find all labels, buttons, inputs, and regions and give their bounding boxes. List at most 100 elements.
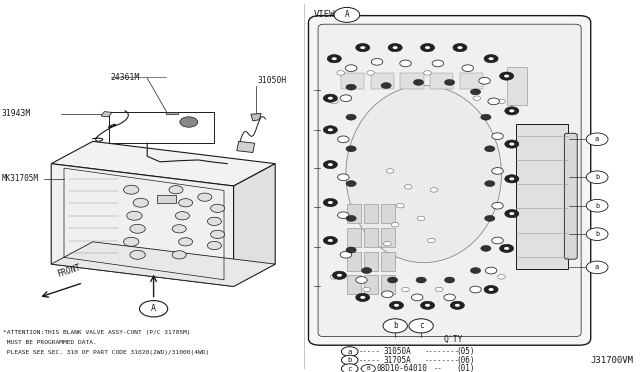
Text: B: B (367, 366, 370, 371)
Circle shape (130, 250, 145, 259)
Polygon shape (51, 164, 234, 286)
Bar (381, 228, 395, 247)
Text: b: b (595, 203, 599, 209)
Circle shape (420, 301, 435, 310)
Circle shape (127, 211, 142, 220)
Circle shape (479, 77, 490, 84)
Circle shape (360, 296, 365, 299)
Circle shape (505, 175, 519, 183)
Bar (507, 67, 527, 105)
Circle shape (169, 186, 183, 194)
Circle shape (337, 136, 349, 143)
Circle shape (340, 251, 352, 258)
Circle shape (361, 365, 375, 372)
Circle shape (363, 287, 371, 292)
Circle shape (130, 224, 145, 233)
Bar (340, 73, 364, 89)
Circle shape (391, 222, 399, 227)
Circle shape (328, 163, 333, 166)
Circle shape (381, 291, 393, 298)
Text: -----: ----- (358, 357, 381, 363)
Circle shape (360, 46, 365, 49)
Circle shape (488, 288, 493, 291)
Text: --: -- (434, 366, 443, 372)
Text: A: A (151, 304, 156, 313)
Circle shape (328, 239, 333, 242)
Bar (371, 73, 394, 89)
Text: Q'TY: Q'TY (444, 335, 463, 344)
Circle shape (509, 177, 515, 180)
Text: 08D10-64010: 08D10-64010 (376, 364, 428, 372)
Bar (364, 204, 378, 223)
Bar (348, 204, 362, 223)
Circle shape (484, 285, 498, 294)
Bar (381, 251, 395, 270)
Bar (348, 228, 362, 247)
Circle shape (124, 185, 139, 194)
Circle shape (485, 267, 497, 274)
Circle shape (586, 171, 608, 184)
Circle shape (505, 209, 519, 218)
Text: MK31705M: MK31705M (2, 174, 39, 183)
Text: c: c (419, 321, 424, 330)
Circle shape (444, 294, 456, 301)
Circle shape (346, 146, 356, 152)
Text: c: c (348, 366, 352, 372)
Circle shape (484, 146, 495, 152)
Circle shape (337, 274, 342, 277)
Circle shape (332, 271, 346, 279)
Circle shape (337, 71, 344, 75)
Circle shape (337, 174, 349, 181)
Circle shape (394, 304, 399, 307)
Text: MUST BE PROGRAMMED DATA.: MUST BE PROGRAMMED DATA. (3, 340, 97, 345)
Circle shape (509, 109, 515, 112)
Text: (06): (06) (456, 356, 475, 365)
Bar (430, 73, 454, 89)
Circle shape (346, 247, 356, 253)
Circle shape (492, 202, 503, 209)
Bar (364, 251, 378, 270)
Circle shape (346, 65, 357, 71)
Circle shape (323, 126, 337, 134)
Bar (157, 195, 176, 203)
Circle shape (504, 247, 509, 250)
Bar (348, 275, 362, 294)
Circle shape (207, 217, 221, 225)
Text: b: b (595, 174, 599, 180)
Polygon shape (51, 242, 275, 286)
Bar (109, 112, 214, 143)
Circle shape (356, 44, 370, 52)
Circle shape (328, 128, 333, 131)
Circle shape (430, 188, 438, 192)
Text: a: a (595, 136, 599, 142)
Circle shape (198, 193, 212, 201)
Text: (01): (01) (456, 364, 475, 372)
Circle shape (367, 71, 374, 75)
Circle shape (484, 55, 498, 63)
Polygon shape (166, 112, 178, 114)
Circle shape (211, 230, 225, 238)
Circle shape (346, 215, 356, 221)
Circle shape (404, 185, 412, 189)
Circle shape (334, 7, 360, 22)
Circle shape (586, 133, 608, 146)
Circle shape (330, 99, 338, 104)
Circle shape (124, 237, 139, 246)
Bar (364, 228, 378, 247)
Circle shape (432, 60, 444, 67)
Circle shape (470, 89, 481, 95)
Circle shape (498, 275, 506, 279)
Text: FRONT: FRONT (56, 263, 82, 279)
Circle shape (445, 80, 455, 86)
Text: b: b (393, 321, 397, 330)
Circle shape (346, 84, 356, 90)
Circle shape (175, 212, 189, 220)
Circle shape (417, 216, 425, 221)
Circle shape (179, 199, 193, 207)
Circle shape (416, 277, 426, 283)
Text: VIEW: VIEW (314, 10, 335, 19)
Circle shape (425, 304, 430, 307)
Circle shape (451, 301, 465, 310)
Circle shape (381, 83, 391, 89)
Text: 31050H: 31050H (258, 76, 287, 85)
